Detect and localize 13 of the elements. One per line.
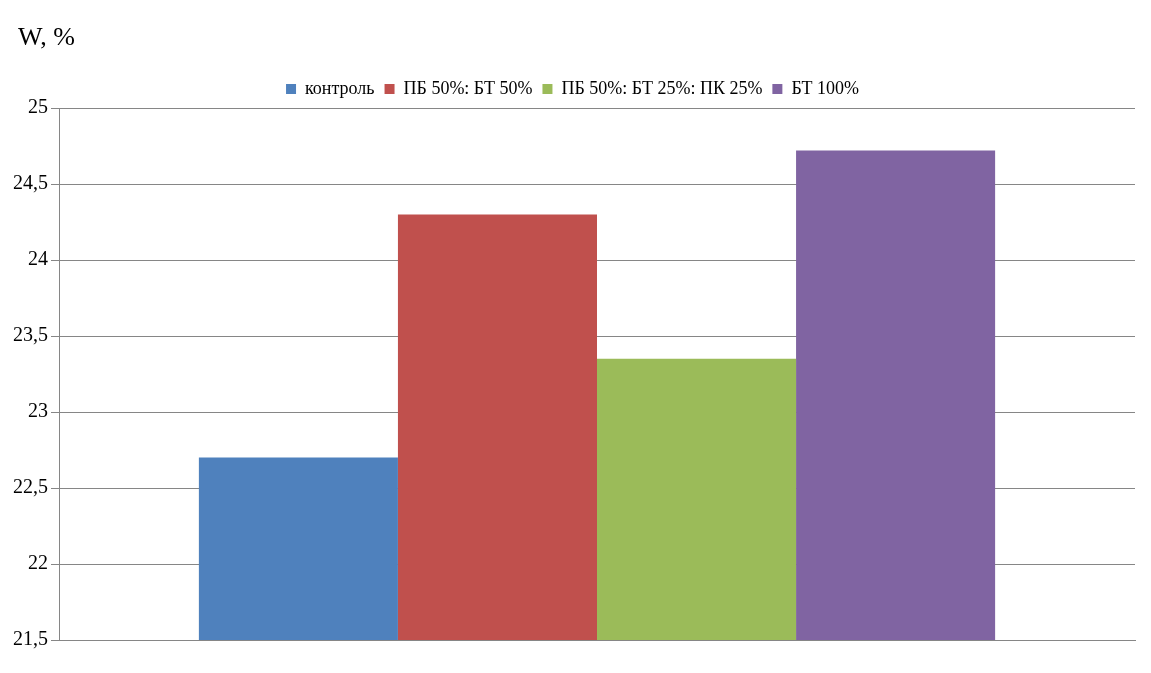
- y-tick-label: 21,5: [13, 627, 48, 650]
- y-tick-label: 24: [28, 247, 48, 270]
- y-tick-label: 25: [28, 95, 48, 118]
- legend-label: ПБ 50%: БТ 50%: [403, 77, 533, 98]
- y-tick-label: 23,5: [13, 323, 48, 346]
- y-tick-label: 22,5: [13, 475, 48, 498]
- y-tick-label: 22: [28, 551, 48, 574]
- legend-label: контроль: [305, 77, 375, 98]
- y-tick-label: 23: [28, 399, 48, 422]
- legend-label: БТ 100%: [791, 77, 859, 98]
- y-axis-title: W, %: [18, 22, 75, 52]
- y-tick-label: 24,5: [13, 171, 48, 194]
- legend-label: ПБ 50%: БТ 25%: ПК 25%: [561, 77, 763, 98]
